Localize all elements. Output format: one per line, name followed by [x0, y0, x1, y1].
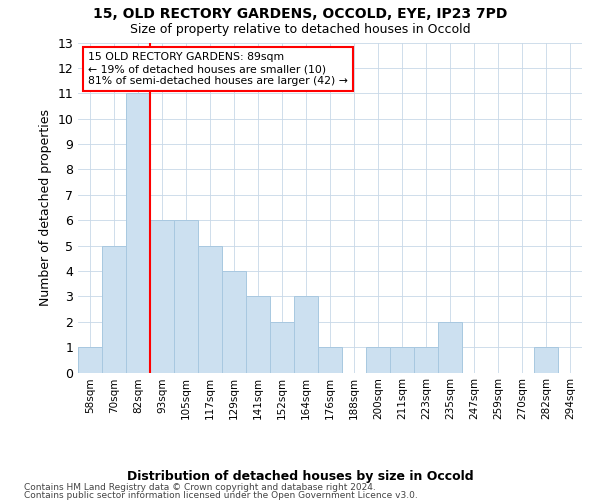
Bar	[318, 347, 342, 372]
Text: Contains HM Land Registry data © Crown copyright and database right 2024.: Contains HM Land Registry data © Crown c…	[24, 482, 376, 492]
Bar	[414, 347, 438, 372]
Bar	[438, 322, 462, 372]
Bar	[222, 271, 246, 372]
Bar	[366, 347, 390, 372]
Bar	[534, 347, 558, 372]
Bar	[270, 322, 294, 372]
Bar	[198, 246, 222, 372]
Bar	[126, 94, 150, 372]
Text: 15, OLD RECTORY GARDENS, OCCOLD, EYE, IP23 7PD: 15, OLD RECTORY GARDENS, OCCOLD, EYE, IP…	[93, 8, 507, 22]
Y-axis label: Number of detached properties: Number of detached properties	[39, 109, 52, 306]
Text: Size of property relative to detached houses in Occold: Size of property relative to detached ho…	[130, 22, 470, 36]
Text: 15 OLD RECTORY GARDENS: 89sqm
← 19% of detached houses are smaller (10)
81% of s: 15 OLD RECTORY GARDENS: 89sqm ← 19% of d…	[88, 52, 348, 86]
Text: Contains public sector information licensed under the Open Government Licence v3: Contains public sector information licen…	[24, 491, 418, 500]
Bar	[78, 347, 102, 372]
Bar	[390, 347, 414, 372]
Bar	[246, 296, 270, 372]
Text: Distribution of detached houses by size in Occold: Distribution of detached houses by size …	[127, 470, 473, 483]
Bar	[174, 220, 198, 372]
Bar	[294, 296, 318, 372]
Bar	[102, 246, 126, 372]
Bar	[150, 220, 174, 372]
